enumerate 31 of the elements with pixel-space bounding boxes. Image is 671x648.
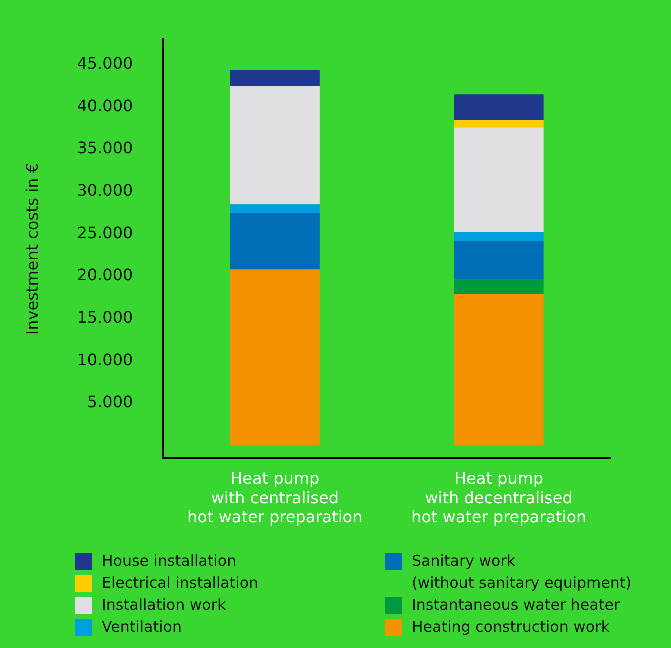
y-tick-label: 15.000 (77, 308, 134, 327)
bar (454, 280, 544, 294)
y-tick-label: 10.000 (77, 350, 134, 370)
y-tick-label: 35.000 (77, 138, 134, 158)
legend-label: House installation (102, 551, 237, 572)
legend-label: Heating construction work (412, 617, 610, 638)
y-tick-label: 5.000 (87, 392, 134, 412)
bar (454, 294, 544, 446)
legend-label: Electrical installation (102, 573, 259, 594)
bar (230, 70, 320, 86)
x-tick-label: Heat pump with decentralised hot water preparation (411, 469, 587, 527)
y-tick-label: 40.000 (77, 96, 134, 116)
legend-label: Installation work (102, 595, 226, 616)
legend-label: Sanitary work (without sanitary equipment) (412, 551, 632, 594)
y-tick-label: 45.000 (77, 54, 134, 74)
x-tick-label: Heat pump with centralised hot water preparation (188, 469, 363, 527)
y-tick-label: 25.000 (77, 223, 134, 242)
bar (454, 232, 544, 241)
bar (230, 204, 320, 214)
legend-label: Instantaneous water heater (412, 595, 620, 616)
bar (230, 86, 320, 205)
y-axis-title: Investment costs in € (22, 162, 42, 336)
bar (454, 120, 544, 128)
bar (230, 270, 320, 446)
bar (454, 94, 544, 120)
bar (230, 213, 320, 270)
y-tick-label: 30.000 (77, 181, 134, 200)
y-tick-label: 20.000 (77, 266, 134, 285)
bar (454, 240, 544, 280)
legend-label: Ventilation (102, 617, 182, 638)
bar (454, 128, 544, 232)
